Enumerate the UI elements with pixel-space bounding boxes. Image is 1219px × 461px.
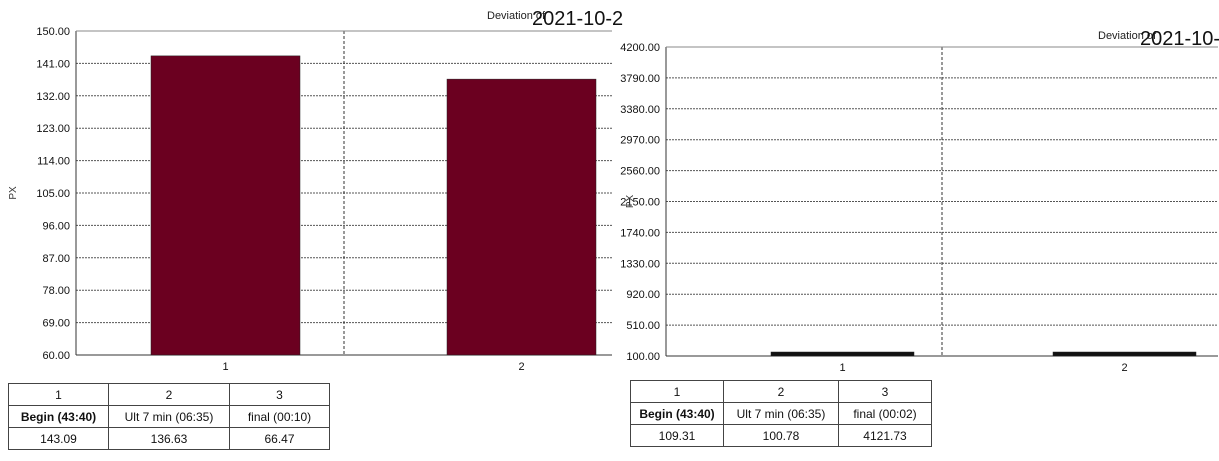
y-tick-label: 78.00 bbox=[42, 285, 70, 297]
y-tick-label: 100.00 bbox=[626, 351, 660, 363]
x-tick-label: 2 bbox=[1121, 362, 1127, 374]
table-header-cell: 1 bbox=[630, 380, 724, 403]
y-tick-label: 510.00 bbox=[626, 320, 660, 332]
chart-panel-right: 4200.00 3790.00 3380.00 2970.00 2560.00 2150.… bbox=[620, 0, 1219, 461]
table-label-cell: final (00:10) bbox=[229, 405, 330, 428]
y-axis-label: PX bbox=[625, 195, 636, 209]
x-tick-label: 1 bbox=[222, 361, 228, 373]
y-tick-label: 132.00 bbox=[36, 91, 70, 103]
table-value-cell: 136.63 bbox=[108, 427, 230, 450]
date-label-right: 2021-10-26 bbox=[1140, 28, 1219, 50]
y-tick-label: 141.00 bbox=[36, 58, 70, 70]
table-row: 143.09 136.63 66.47 bbox=[8, 427, 330, 450]
table-header-cell: 2 bbox=[723, 380, 839, 403]
deviation-label-left: Deviation of bbox=[487, 10, 546, 22]
table-value-cell: 143.09 bbox=[8, 427, 109, 450]
y-tick-label: 123.00 bbox=[36, 123, 70, 135]
x-tick-label: 2 bbox=[518, 361, 524, 373]
table-value-cell: 100.78 bbox=[723, 424, 839, 447]
x-tick-label: 1 bbox=[839, 362, 845, 374]
summary-table-right: 1 2 3 Begin (43:40) Ult 7 min (06:35) fi… bbox=[630, 380, 932, 447]
table-label-cell: final (00:02) bbox=[838, 402, 932, 425]
y-tick-label: 69.00 bbox=[42, 318, 70, 330]
bar-chart-right: 4200.00 3790.00 3380.00 2970.00 2560.00 2150.… bbox=[620, 42, 1218, 374]
chart-panel-left: 150.00 141.00 132.00 123.00 114.00 105.00 96.0… bbox=[8, 8, 623, 450]
bar-chart-left: 150.00 141.00 132.00 123.00 114.00 105.00 96.0… bbox=[8, 26, 612, 373]
y-tick-label: 2970.00 bbox=[620, 135, 660, 147]
table-row: 1 2 3 bbox=[8, 383, 330, 406]
y-tick-label: 3380.00 bbox=[620, 104, 660, 116]
table-row: 109.31 100.78 4121.73 bbox=[630, 424, 932, 447]
y-tick-label: 3790.00 bbox=[620, 73, 660, 85]
table-row: Begin (43:40) Ult 7 min (06:35) final (0… bbox=[630, 402, 932, 425]
deviation-label-right: Deviation of bbox=[1098, 30, 1157, 42]
y-axis-label: PX bbox=[8, 186, 19, 200]
y-tick-label: 920.00 bbox=[626, 289, 660, 301]
table-header-cell: 3 bbox=[229, 383, 330, 406]
y-tick-label: 150.00 bbox=[36, 26, 70, 38]
bar bbox=[150, 55, 301, 356]
y-tick-label: 105.00 bbox=[36, 188, 70, 200]
table-label-cell: Begin (43:40) bbox=[8, 405, 109, 428]
table-value-cell: 4121.73 bbox=[838, 424, 932, 447]
table-value-cell: 109.31 bbox=[630, 424, 724, 447]
y-tick-label: 1740.00 bbox=[620, 227, 660, 239]
date-label-left: 2021-10-2 bbox=[532, 8, 624, 30]
table-row: Begin (43:40) Ult 7 min (06:35) final (0… bbox=[8, 405, 330, 428]
table-header-cell: 1 bbox=[8, 383, 109, 406]
table-header-cell: 2 bbox=[108, 383, 230, 406]
bar bbox=[446, 78, 597, 356]
y-tick-label: 4200.00 bbox=[620, 42, 660, 54]
table-label-cell: Ult 7 min (06:35) bbox=[108, 405, 230, 428]
y-tick-label: 2560.00 bbox=[620, 166, 660, 178]
y-tick-label: 1330.00 bbox=[620, 258, 660, 270]
table-label-cell: Begin (43:40) bbox=[630, 402, 724, 425]
table-header-cell: 3 bbox=[838, 380, 932, 403]
summary-table-left: 1 2 3 Begin (43:40) Ult 7 min (06:35) fi… bbox=[8, 383, 330, 450]
table-label-cell: Ult 7 min (06:35) bbox=[723, 402, 839, 425]
bar bbox=[1052, 351, 1197, 357]
y-tick-label: 2150.00 bbox=[620, 197, 660, 209]
table-value-cell: 66.47 bbox=[229, 427, 330, 450]
y-tick-label: 96.00 bbox=[42, 220, 70, 232]
bar bbox=[770, 351, 915, 357]
table-row: 1 2 3 bbox=[630, 380, 932, 403]
y-tick-label: 60.00 bbox=[42, 350, 70, 362]
y-tick-label: 87.00 bbox=[42, 253, 70, 265]
y-tick-label: 114.00 bbox=[37, 156, 70, 168]
